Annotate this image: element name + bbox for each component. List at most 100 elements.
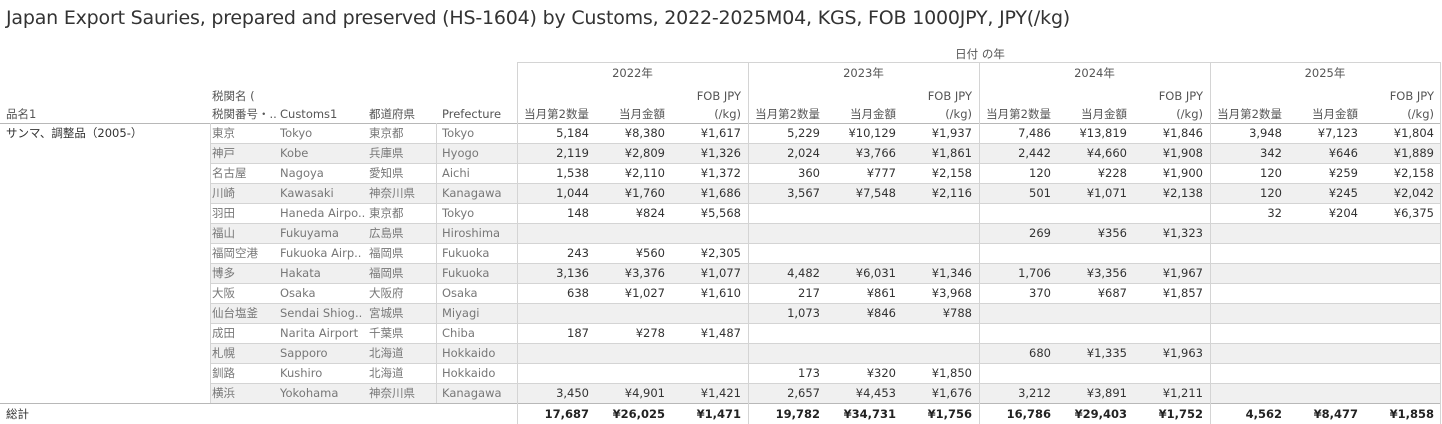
measure-header: 当月金額	[1081, 107, 1127, 121]
total-cell: ¥29,403	[1074, 407, 1127, 421]
row-rule	[210, 323, 1440, 324]
data-cell: ¥1,908	[1162, 146, 1203, 160]
measure-header: FOB JPY	[1389, 89, 1434, 103]
data-cell: ¥1,857	[1162, 286, 1203, 300]
data-cell: ¥320	[866, 366, 896, 380]
data-cell: 3,567	[787, 186, 820, 200]
header-caption: 日付 の年	[955, 47, 1005, 61]
customs-en: Narita Airport	[280, 326, 359, 340]
customs-en: Sendai Shiog..	[280, 306, 363, 320]
data-cell: 5,229	[787, 126, 820, 140]
prefecture-jp: 広島県	[369, 226, 404, 240]
data-cell: 3,450	[556, 386, 589, 400]
data-cell: ¥13,819	[1079, 126, 1127, 140]
data-cell: ¥777	[866, 166, 896, 180]
data-cell: ¥3,356	[1086, 266, 1127, 280]
data-cell: ¥1,487	[700, 326, 741, 340]
customs-en: Sapporo	[280, 346, 328, 360]
total-cell: ¥26,025	[612, 407, 665, 421]
data-cell: ¥6,031	[855, 266, 896, 280]
data-cell: ¥1,967	[1162, 266, 1203, 280]
data-cell: 187	[567, 326, 589, 340]
total-cell: 19,782	[775, 407, 820, 421]
row-rule	[210, 303, 1440, 304]
data-cell: ¥646	[1328, 146, 1358, 160]
data-cell: ¥3,376	[624, 266, 665, 280]
data-cell: 173	[798, 366, 820, 380]
data-cell: 243	[567, 246, 589, 260]
year-header: 2022年	[612, 66, 653, 80]
measure-header: 当月第2数量	[755, 107, 820, 121]
prefecture-en: Hokkaido	[442, 366, 496, 380]
data-cell: 2,119	[556, 146, 589, 160]
data-cell: 638	[567, 286, 589, 300]
row-header: Customs1	[280, 107, 338, 121]
customs-jp: 福山	[212, 226, 235, 240]
customs-en: Fukuyama	[280, 226, 339, 240]
data-cell: 342	[1260, 146, 1282, 160]
data-cell: ¥824	[635, 206, 665, 220]
prefecture-jp: 兵庫県	[369, 146, 404, 160]
data-cell: ¥1,071	[1086, 186, 1127, 200]
data-cell: ¥4,660	[1086, 146, 1127, 160]
customs-jp: 釧路	[212, 366, 235, 380]
prefecture-en: Hiroshima	[442, 226, 501, 240]
prefecture-en: Fukuoka	[442, 266, 490, 280]
data-cell: 5,184	[556, 126, 589, 140]
customs-jp: 札幌	[212, 346, 235, 360]
prefecture-jp: 大阪府	[369, 286, 404, 300]
row-rule	[210, 143, 1440, 144]
prefecture-en: Kanagawa	[442, 386, 502, 400]
data-cell: 120	[1260, 186, 1282, 200]
page-title: Japan Export Sauries, prepared and prese…	[6, 7, 1071, 29]
customs-en: Tokyo	[280, 126, 313, 140]
total-cell: ¥34,731	[843, 407, 896, 421]
customs-jp: 横浜	[212, 386, 235, 400]
total-cell: 17,687	[544, 407, 589, 421]
prefecture-jp: 東京都	[369, 206, 404, 220]
year-divider	[748, 62, 749, 424]
data-cell: ¥245	[1328, 186, 1358, 200]
data-cell: ¥1,335	[1086, 346, 1127, 360]
row-header: 品名1	[6, 107, 37, 121]
data-cell: ¥2,158	[931, 166, 972, 180]
prefecture-jp: 北海道	[369, 366, 404, 380]
data-cell: ¥1,372	[700, 166, 741, 180]
data-cell: ¥1,846	[1162, 126, 1203, 140]
row-header: 税関名 (	[212, 89, 255, 103]
data-cell: 4,482	[787, 266, 820, 280]
customs-jp: 仙台塩釜	[212, 306, 258, 320]
data-cell: ¥2,138	[1162, 186, 1203, 200]
measure-header: (/kg)	[1176, 107, 1203, 121]
data-cell: ¥10,129	[848, 126, 896, 140]
data-cell: ¥2,116	[931, 186, 972, 200]
data-cell: ¥3,766	[855, 146, 896, 160]
data-cell: 120	[1029, 166, 1051, 180]
customs-jp: 名古屋	[212, 166, 247, 180]
prefecture-en: Fukuoka	[442, 246, 490, 260]
header-rule	[517, 62, 1440, 63]
data-cell: 7,486	[1018, 126, 1051, 140]
data-cell: ¥1,346	[931, 266, 972, 280]
customs-en: Hakata	[280, 266, 321, 280]
prefecture-en: Chiba	[442, 326, 475, 340]
data-cell: ¥1,323	[1162, 226, 1203, 240]
prefecture-jp: 福岡県	[369, 266, 404, 280]
data-cell: 3,948	[1249, 126, 1282, 140]
year-header: 2025年	[1304, 66, 1346, 80]
total-cell: ¥8,477	[1313, 407, 1358, 421]
data-cell: ¥356	[1097, 226, 1127, 240]
data-cell: 360	[798, 166, 820, 180]
total-cell: ¥1,858	[1389, 407, 1434, 421]
customs-en: Yokohama	[280, 386, 339, 400]
measure-header: 当月第2数量	[1217, 107, 1282, 121]
prefecture-en: Aichi	[442, 166, 470, 180]
data-cell: ¥1,760	[624, 186, 665, 200]
total-rule	[0, 403, 1440, 404]
data-cell: ¥228	[1097, 166, 1127, 180]
data-cell: ¥5,568	[700, 206, 741, 220]
product-label: サンマ、調整品（2005-）	[6, 126, 143, 140]
total-cell: ¥1,756	[927, 407, 972, 421]
data-cell: ¥2,305	[700, 246, 741, 260]
